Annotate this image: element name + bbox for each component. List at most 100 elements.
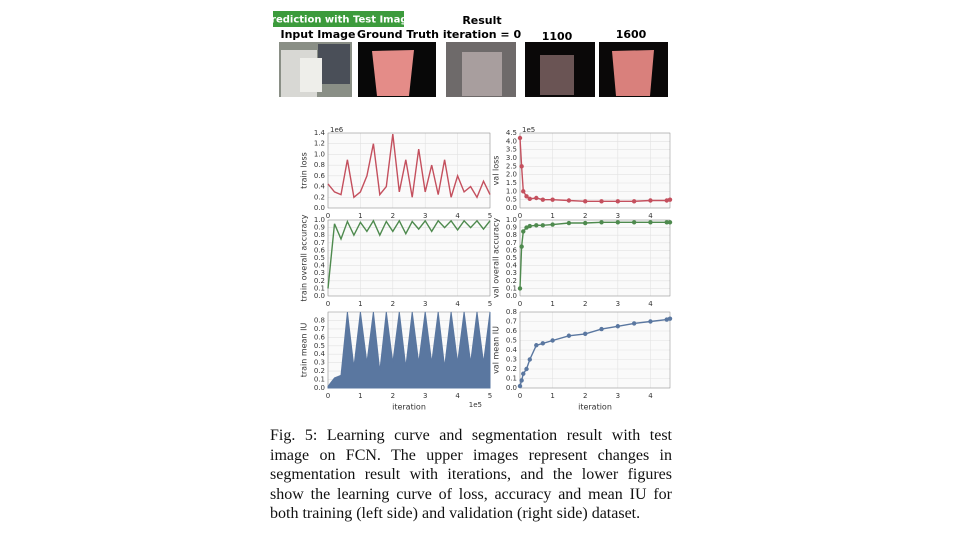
data-point [648,220,653,225]
y-tick-label: 0.8 [314,161,325,169]
image-title: 1100 [542,30,573,43]
x-tick-label: 4 [648,212,653,220]
data-point [583,220,588,226]
x-tick-label: 0 [518,212,522,220]
y-tick-label: 0.8 [506,308,517,316]
data-point [599,220,604,225]
result-image-0 [446,42,516,97]
y-tick-label: 0.2 [314,277,325,285]
plot-frame [327,132,491,209]
data-line [327,134,491,199]
data-point [615,220,621,225]
data-point [667,316,673,321]
y-tick-label: 1.5 [506,179,517,187]
y-tick-label: 2.5 [506,162,517,170]
data-point [534,343,539,348]
y-tick-label: 0.2 [506,365,517,373]
x-tick-label: 0 [326,212,330,220]
y-tick-label: 2.0 [506,171,517,179]
y-tick-label: 0.0 [506,292,517,300]
data-point [521,371,526,376]
x-tick-label: 0 [326,392,330,400]
data-point [524,366,529,372]
y-axis-label: train overall accuracy [300,214,309,301]
caption-line: Fig. 5: Learning curve and segmentation … [270,427,672,444]
x-tick-label: 2 [391,212,395,220]
y-tick-label: 0.6 [314,172,326,180]
x-tick-label: 5 [488,212,492,220]
x-tick-label: 4 [455,392,460,400]
y-tick-label: 0.1 [506,375,517,383]
x-tick-label: 1 [358,300,362,308]
x-tick-label: 3 [616,300,620,308]
y-tick-label: 0.4 [506,346,518,354]
y-tick-label: 0.4 [314,350,326,358]
y-tick-label: 0.8 [314,316,325,324]
x-tick-label: 3 [616,212,620,220]
data-point [583,199,588,204]
caption: Fig. 5: Learning curve and segmentation … [270,426,672,524]
x-tick-label: 1 [358,392,362,400]
data-point [521,229,526,234]
data-point [524,225,529,230]
data-area [327,311,491,389]
plot-area [328,133,490,208]
data-point [583,331,588,337]
y-tick-label: 0.7 [506,318,517,326]
x-tick-label: 1 [550,212,554,220]
x-tick-label: 3 [423,392,427,400]
y-tick-label: 1.0 [506,216,517,224]
y-tick-label: 1.0 [506,187,517,195]
y-axis-label: val mean IU [492,326,501,374]
data-point [566,220,572,226]
y-axis-label: val loss [492,156,501,186]
data-point [534,223,539,228]
plot-area [520,133,670,208]
y-tick-label: 0.7 [314,239,325,247]
data-point [534,195,539,201]
y-tick-label: 0.5 [506,337,517,345]
y-tick-label: 0.9 [314,224,325,232]
y-tick-label: 0.8 [506,231,517,239]
data-point [648,198,653,203]
data-point [599,326,604,332]
y-tick-label: 1.0 [314,150,325,158]
caption-line: image on FCN. The upper images represent… [270,446,672,464]
data-point [566,333,572,338]
y-tick-label: 0.2 [506,277,517,285]
image-title: Ground Truth [357,28,439,41]
y-tick-label: 0.1 [506,284,517,292]
data-point [615,199,621,204]
data-point [566,198,572,203]
x-tick-label: 1 [550,392,554,400]
y-tick-label: 0.2 [314,193,325,201]
y-tick-label: 0.7 [314,325,325,333]
y-tick-label: 0.0 [314,384,325,392]
data-point [517,286,523,291]
y-tick-label: 3.5 [506,146,517,154]
x-tick-label: 0 [326,300,330,308]
label-box [273,11,404,27]
x-axis-label: iteration [578,403,612,412]
data-line [519,137,671,202]
ground-truth-image [358,42,436,97]
data-point [550,338,555,343]
data-point [517,135,523,141]
data-point [540,223,546,228]
y-tick-label: 4.0 [506,137,517,145]
x-tick-label: 5 [488,300,492,308]
y-axis-label: val overall accuracy [492,218,501,298]
data-point [648,319,653,324]
image-title: iteration = 0 [443,28,522,41]
data-point [527,357,532,362]
data-point [631,220,637,225]
y-tick-label: 0.5 [314,254,325,262]
offset-text: 1e5 [522,126,535,134]
x-tick-label: 0 [518,392,522,400]
figure: Prediction with Test Image Input Image G… [273,11,673,412]
y-tick-label: 0.5 [506,196,517,204]
y-tick-label: 0.2 [314,367,325,375]
x-tick-label: 1 [550,300,554,308]
caption-line: show the learning curve of loss, accurac… [270,485,672,503]
x-tick-label: 4 [455,300,460,308]
